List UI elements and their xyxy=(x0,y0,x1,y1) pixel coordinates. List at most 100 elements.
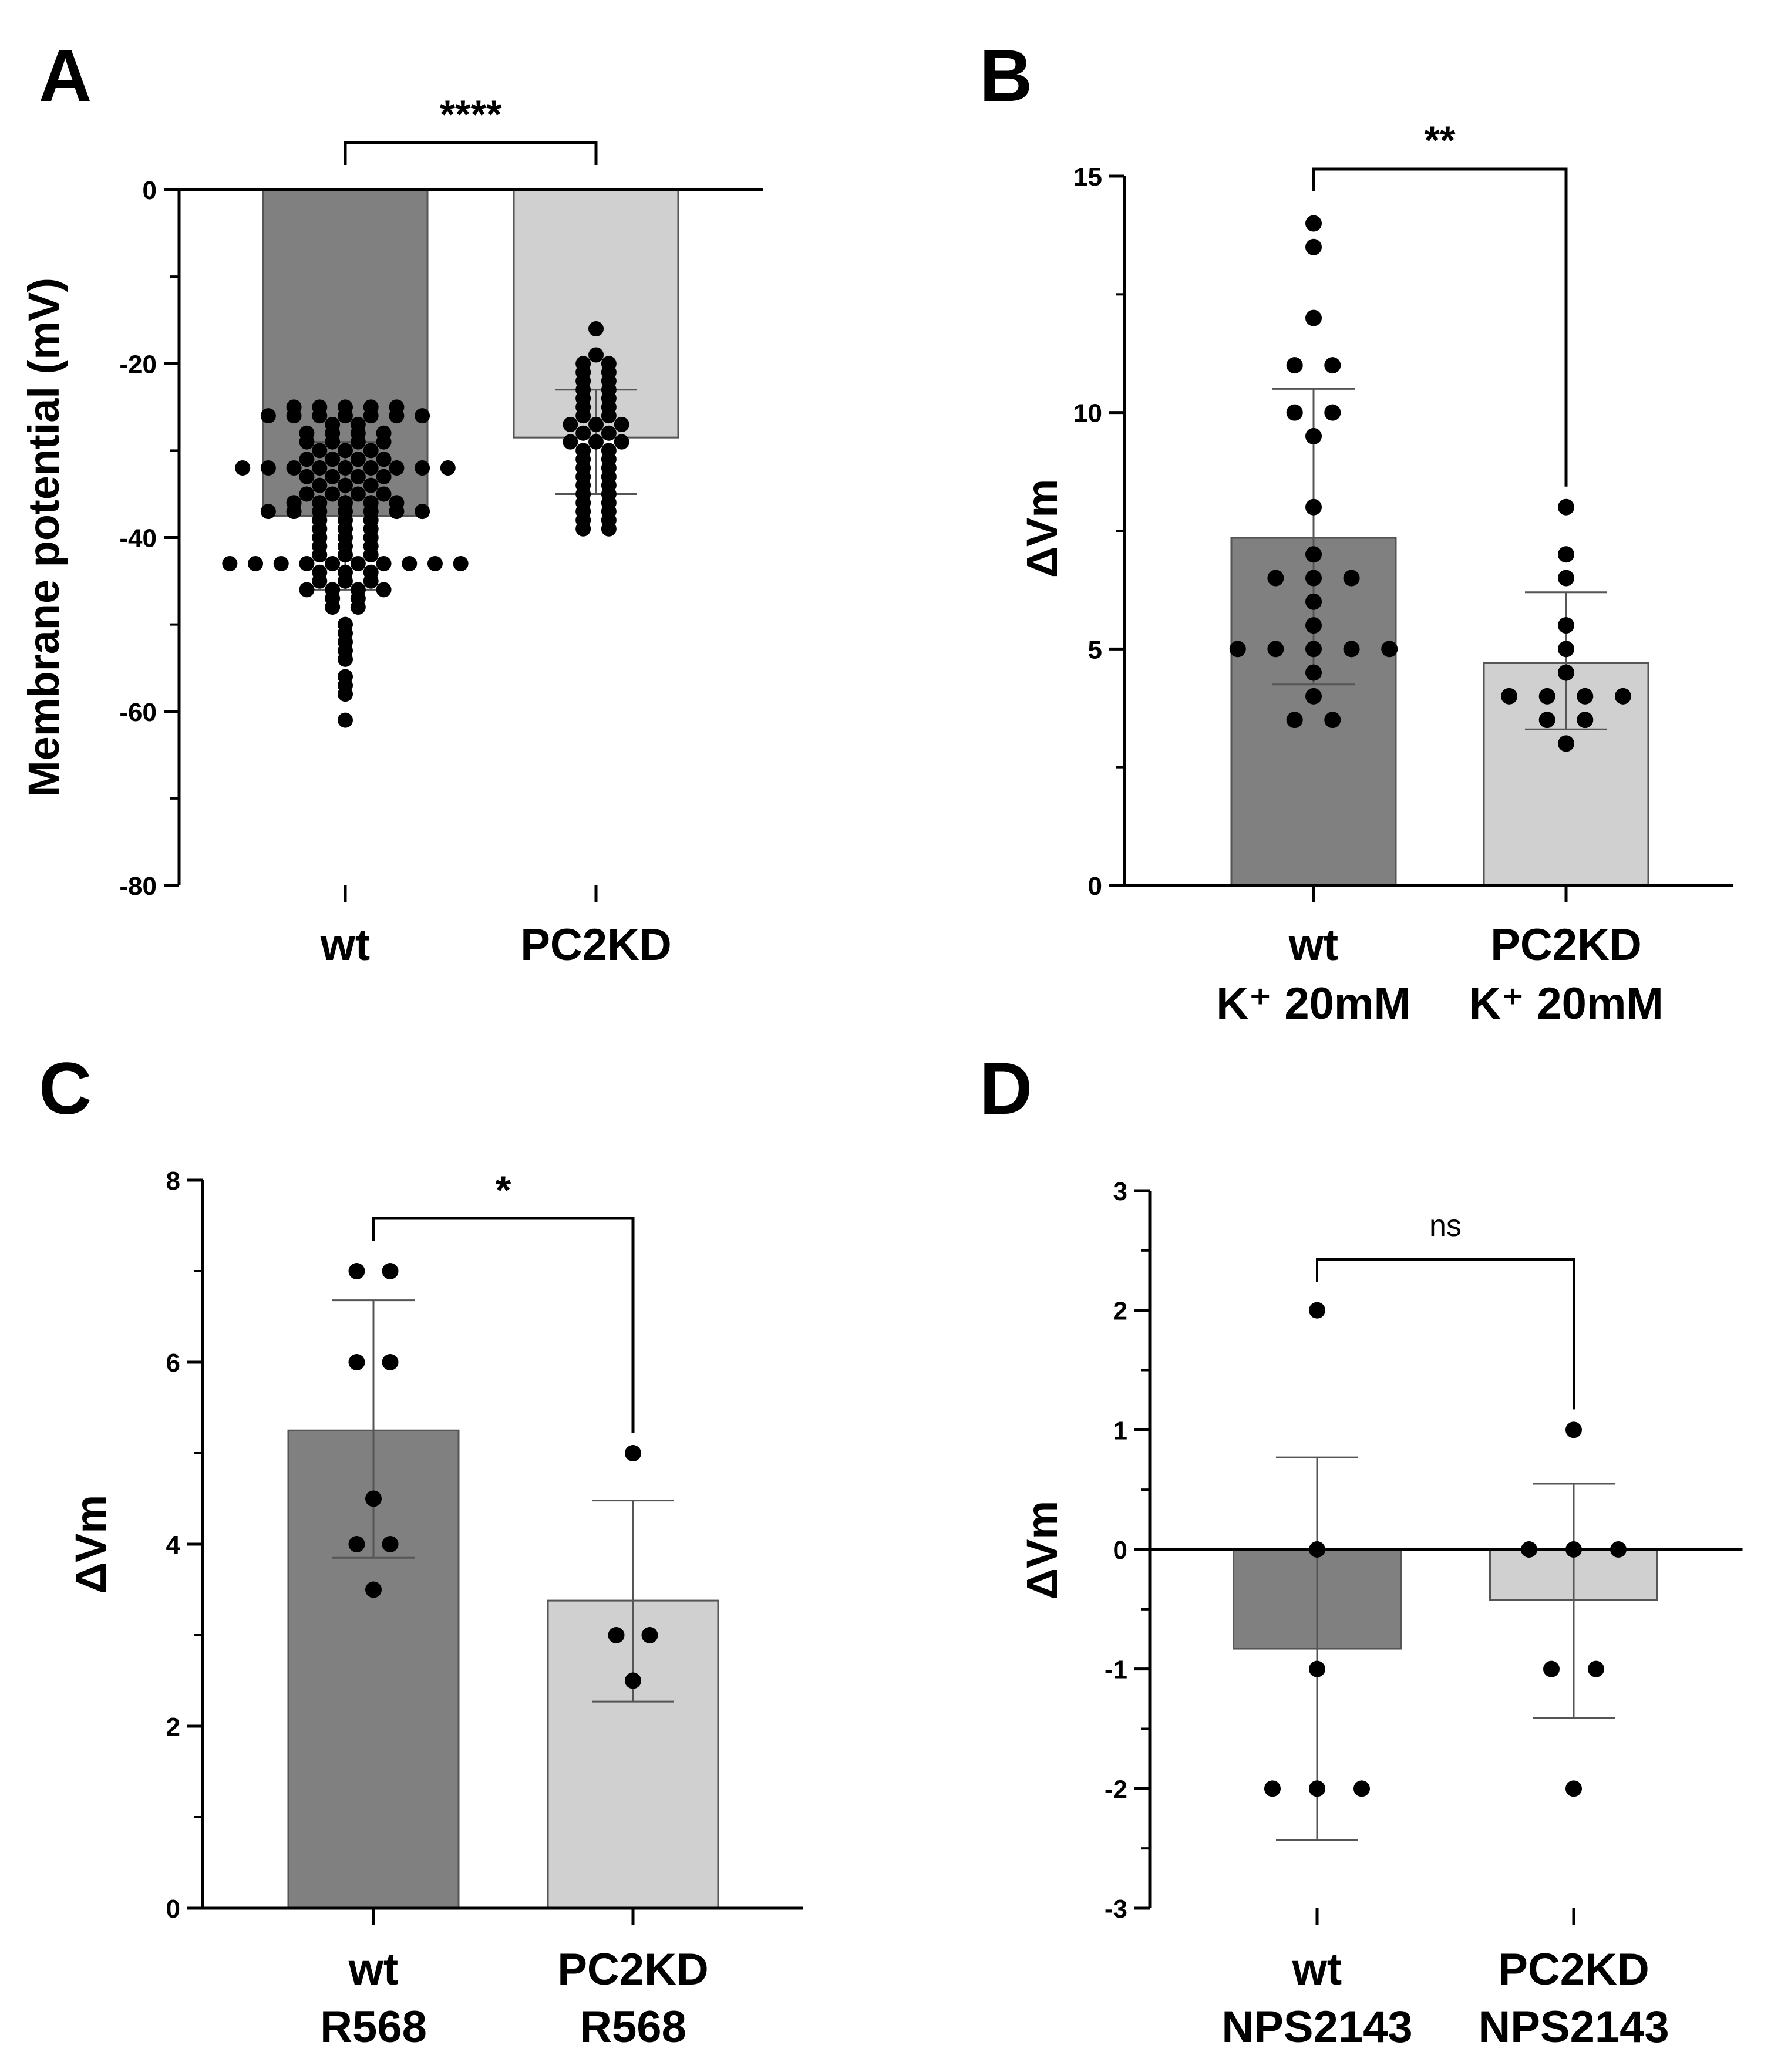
panel-letter-d: D xyxy=(979,1048,1032,1130)
x-category-label: wt xyxy=(348,1945,398,1994)
y-tick-label: 10 xyxy=(1073,399,1102,428)
data-point xyxy=(350,555,366,571)
data-point xyxy=(1588,1660,1604,1677)
y-tick-label: 8 xyxy=(166,1167,180,1195)
data-point xyxy=(348,1263,365,1279)
data-point xyxy=(235,460,251,476)
significance-bracket xyxy=(1316,1258,1575,1410)
significance-label: ns xyxy=(1429,1209,1462,1243)
data-point xyxy=(260,408,276,424)
data-point xyxy=(389,504,405,520)
y-tick-label: 6 xyxy=(166,1349,180,1377)
data-point xyxy=(1286,712,1303,729)
data-point xyxy=(415,504,430,520)
data-point xyxy=(382,1536,399,1552)
data-point xyxy=(325,434,341,450)
data-point xyxy=(389,408,405,424)
data-point xyxy=(312,573,328,589)
x-category-label: K⁺ 20mM xyxy=(1469,979,1664,1029)
data-point xyxy=(1353,1780,1370,1797)
data-point xyxy=(1614,688,1631,705)
data-point xyxy=(427,555,443,571)
data-point xyxy=(1538,688,1555,705)
data-point xyxy=(299,486,315,502)
data-point xyxy=(286,408,302,424)
data-point xyxy=(325,599,341,615)
data-point xyxy=(588,347,604,363)
data-point xyxy=(1305,570,1322,587)
data-point xyxy=(260,504,276,520)
panel-letter-b: B xyxy=(979,35,1032,117)
data-point xyxy=(1521,1541,1537,1558)
y-tick-label: 0 xyxy=(166,1895,180,1923)
panel-a-chart: 0 -20 -40 -60 -80 wt PC2KD Membrane potential (… xyxy=(19,92,763,970)
data-point xyxy=(453,555,469,571)
data-point xyxy=(338,460,353,476)
x-category-label: PC2KD xyxy=(557,1945,709,1994)
data-point xyxy=(1343,570,1360,587)
data-point xyxy=(338,712,353,728)
data-point xyxy=(1538,712,1555,729)
y-tick-label: -20 xyxy=(119,350,157,379)
x-category-label: R568 xyxy=(320,2002,427,2052)
data-point xyxy=(415,460,430,476)
data-point xyxy=(1558,546,1574,563)
y-tick-label: -1 xyxy=(1105,1656,1127,1684)
data-point xyxy=(350,599,366,615)
data-point xyxy=(1305,664,1322,681)
y-tick-label: 3 xyxy=(1113,1177,1127,1206)
data-point xyxy=(376,469,392,484)
data-point xyxy=(1309,1302,1325,1319)
y-tick-label: -3 xyxy=(1105,1895,1127,1923)
data-point xyxy=(402,555,418,571)
data-point xyxy=(1558,570,1574,587)
x-category-label: PC2KD xyxy=(520,920,672,970)
y-tick-label: 0 xyxy=(143,176,157,205)
data-point xyxy=(1324,404,1341,421)
data-point xyxy=(363,477,379,493)
data-point xyxy=(1305,215,1322,232)
data-point xyxy=(1305,688,1322,705)
panel-b-chart: 0 5 10 15 wt K⁺ 20mM PC2KD K⁺ 20mM ΔVm ** xyxy=(1018,118,1733,1029)
data-point xyxy=(338,408,353,424)
data-point xyxy=(608,1627,625,1643)
data-point xyxy=(248,555,264,571)
data-point xyxy=(1543,1660,1560,1677)
data-point xyxy=(338,477,353,493)
significance-bracket xyxy=(1312,167,1568,487)
data-point xyxy=(588,416,604,432)
data-point xyxy=(1558,664,1574,681)
data-point xyxy=(601,521,617,537)
data-point xyxy=(376,486,392,502)
data-point xyxy=(1565,1541,1582,1558)
data-point xyxy=(1324,712,1341,729)
data-point xyxy=(1558,735,1574,752)
x-category-label: K⁺ 20mM xyxy=(1216,979,1411,1029)
data-point xyxy=(389,460,405,476)
data-point xyxy=(376,555,392,571)
data-point xyxy=(1343,641,1360,658)
data-point xyxy=(1267,570,1284,587)
y-axis-label: ΔVm xyxy=(1018,479,1066,578)
data-point xyxy=(325,555,341,571)
data-point xyxy=(312,408,328,424)
data-point xyxy=(588,434,604,450)
data-point xyxy=(325,486,341,502)
significance-label: **** xyxy=(440,92,502,137)
data-point xyxy=(338,547,353,563)
data-point xyxy=(363,443,379,459)
data-point xyxy=(350,452,366,467)
panel-letter-c: C xyxy=(39,1048,92,1130)
data-point xyxy=(1286,357,1303,374)
data-point xyxy=(1305,617,1322,634)
data-point xyxy=(440,460,456,476)
data-point xyxy=(376,434,392,450)
x-category-label: wt xyxy=(1292,1945,1342,1994)
data-point xyxy=(1558,617,1574,634)
data-point xyxy=(1309,1660,1325,1677)
data-point xyxy=(260,460,276,476)
y-tick-label: 15 xyxy=(1073,163,1102,191)
data-point xyxy=(1229,641,1246,658)
data-point xyxy=(286,460,302,476)
y-tick-label: 0 xyxy=(1113,1536,1127,1565)
